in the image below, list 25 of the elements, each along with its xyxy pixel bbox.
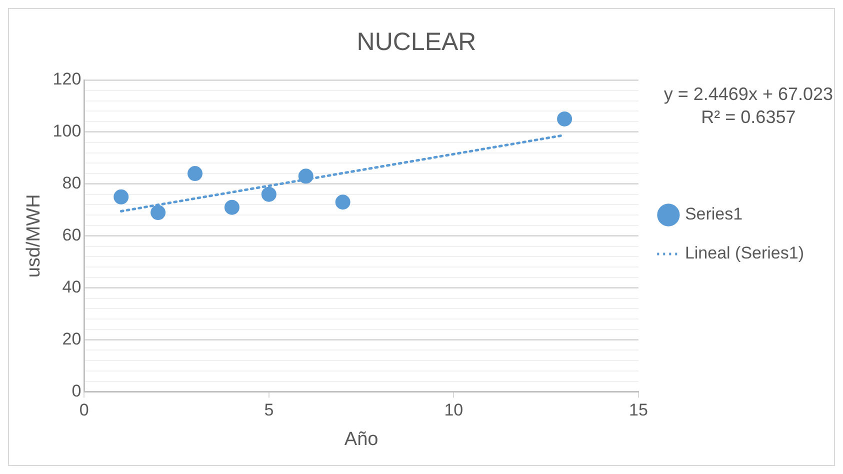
y-tick-label: 80 bbox=[62, 174, 82, 193]
point bbox=[261, 186, 276, 202]
point bbox=[188, 166, 203, 182]
y-tick-label: 60 bbox=[62, 226, 82, 245]
point bbox=[224, 200, 240, 215]
point bbox=[557, 111, 572, 126]
chart-title: NUCLEAR bbox=[356, 28, 476, 56]
text: R² = 0.6357 bbox=[701, 107, 796, 127]
x-axis-title: Año bbox=[344, 428, 378, 450]
x-tick-label: 10 bbox=[444, 400, 464, 420]
x-tick-label: 15 bbox=[628, 400, 648, 420]
x-tick-label: 5 bbox=[264, 400, 274, 420]
legend-label: Series1 bbox=[684, 204, 743, 224]
y-tick-label: 40 bbox=[62, 278, 82, 297]
y-tick-label: 0 bbox=[72, 381, 82, 400]
y-axis-title: usd/MWH bbox=[24, 194, 45, 278]
point bbox=[335, 194, 350, 210]
y-tick-label: 20 bbox=[62, 330, 82, 349]
y-tick-label: 100 bbox=[52, 122, 82, 141]
point bbox=[298, 168, 314, 184]
legend-label: Lineal (Series1) bbox=[684, 244, 804, 263]
point bbox=[150, 205, 166, 220]
point bbox=[114, 189, 129, 204]
text: y = 2.4469x + 67.023 bbox=[664, 84, 834, 104]
y-tick-label: 120 bbox=[52, 70, 82, 89]
